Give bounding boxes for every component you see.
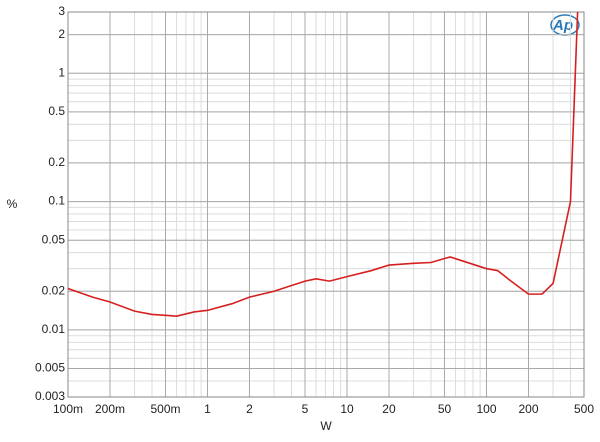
x-tick-label: 20 (382, 402, 396, 416)
y-tick-label: 0.005 (35, 361, 65, 375)
plot-frame (67, 11, 585, 398)
y-tick-label: 2 (58, 27, 65, 41)
y-tick-label: 3 (58, 4, 65, 18)
x-tick-label: 200 (518, 402, 538, 416)
y-tick-label: 0.5 (48, 104, 65, 118)
logo: Ap (552, 17, 573, 34)
y-tick-label: 0.003 (35, 389, 65, 403)
x-tick-label: 100m (53, 402, 83, 416)
x-tick-label: 100 (476, 402, 496, 416)
y-tick-label: 0.01 (42, 322, 66, 336)
y-tick-label: 0.2 (48, 155, 65, 169)
y-tick-label: 1 (58, 65, 65, 79)
x-tick-label: 10 (340, 402, 354, 416)
x-tick-label: 5 (302, 402, 309, 416)
y-tick-label: 0.1 (48, 194, 65, 208)
x-tick-label: 200m (95, 402, 125, 416)
x-tick-label: 500 (574, 402, 594, 416)
y-axis-label: % (7, 197, 18, 211)
data-line (68, 12, 579, 317)
y-tick-label: 0.05 (42, 232, 66, 246)
x-tick-label: 2 (246, 402, 253, 416)
y-tick-label: 0.02 (42, 283, 66, 297)
x-tick-label: 1 (204, 402, 211, 416)
x-tick-label: 500m (150, 402, 180, 416)
x-tick-label: 50 (438, 402, 452, 416)
x-axis-label: W (320, 419, 332, 433)
